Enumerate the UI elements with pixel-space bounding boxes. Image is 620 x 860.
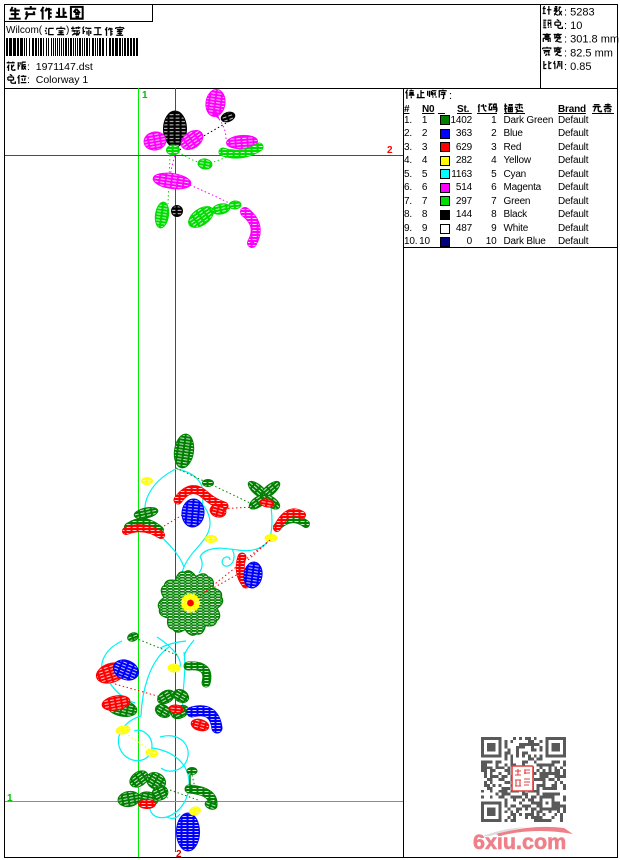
svg-text:: 10: : 10 — [564, 20, 582, 32]
svg-text:: 82.5 mm: : 82.5 mm — [564, 47, 613, 59]
svg-text:: 5283: : 5283 — [564, 7, 595, 19]
svg-text:2: 2 — [387, 145, 393, 156]
svg-text:1: 1 — [7, 793, 13, 804]
svg-text:2: 2 — [176, 849, 182, 860]
svg-text:1: 1 — [142, 90, 148, 101]
svg-text:: 301.8 mm: : 301.8 mm — [564, 34, 619, 46]
svg-text:: 0.85: : 0.85 — [564, 61, 592, 73]
svg-text:6xiu.com: 6xiu.com — [473, 830, 566, 854]
svg-text::: : — [449, 90, 452, 102]
